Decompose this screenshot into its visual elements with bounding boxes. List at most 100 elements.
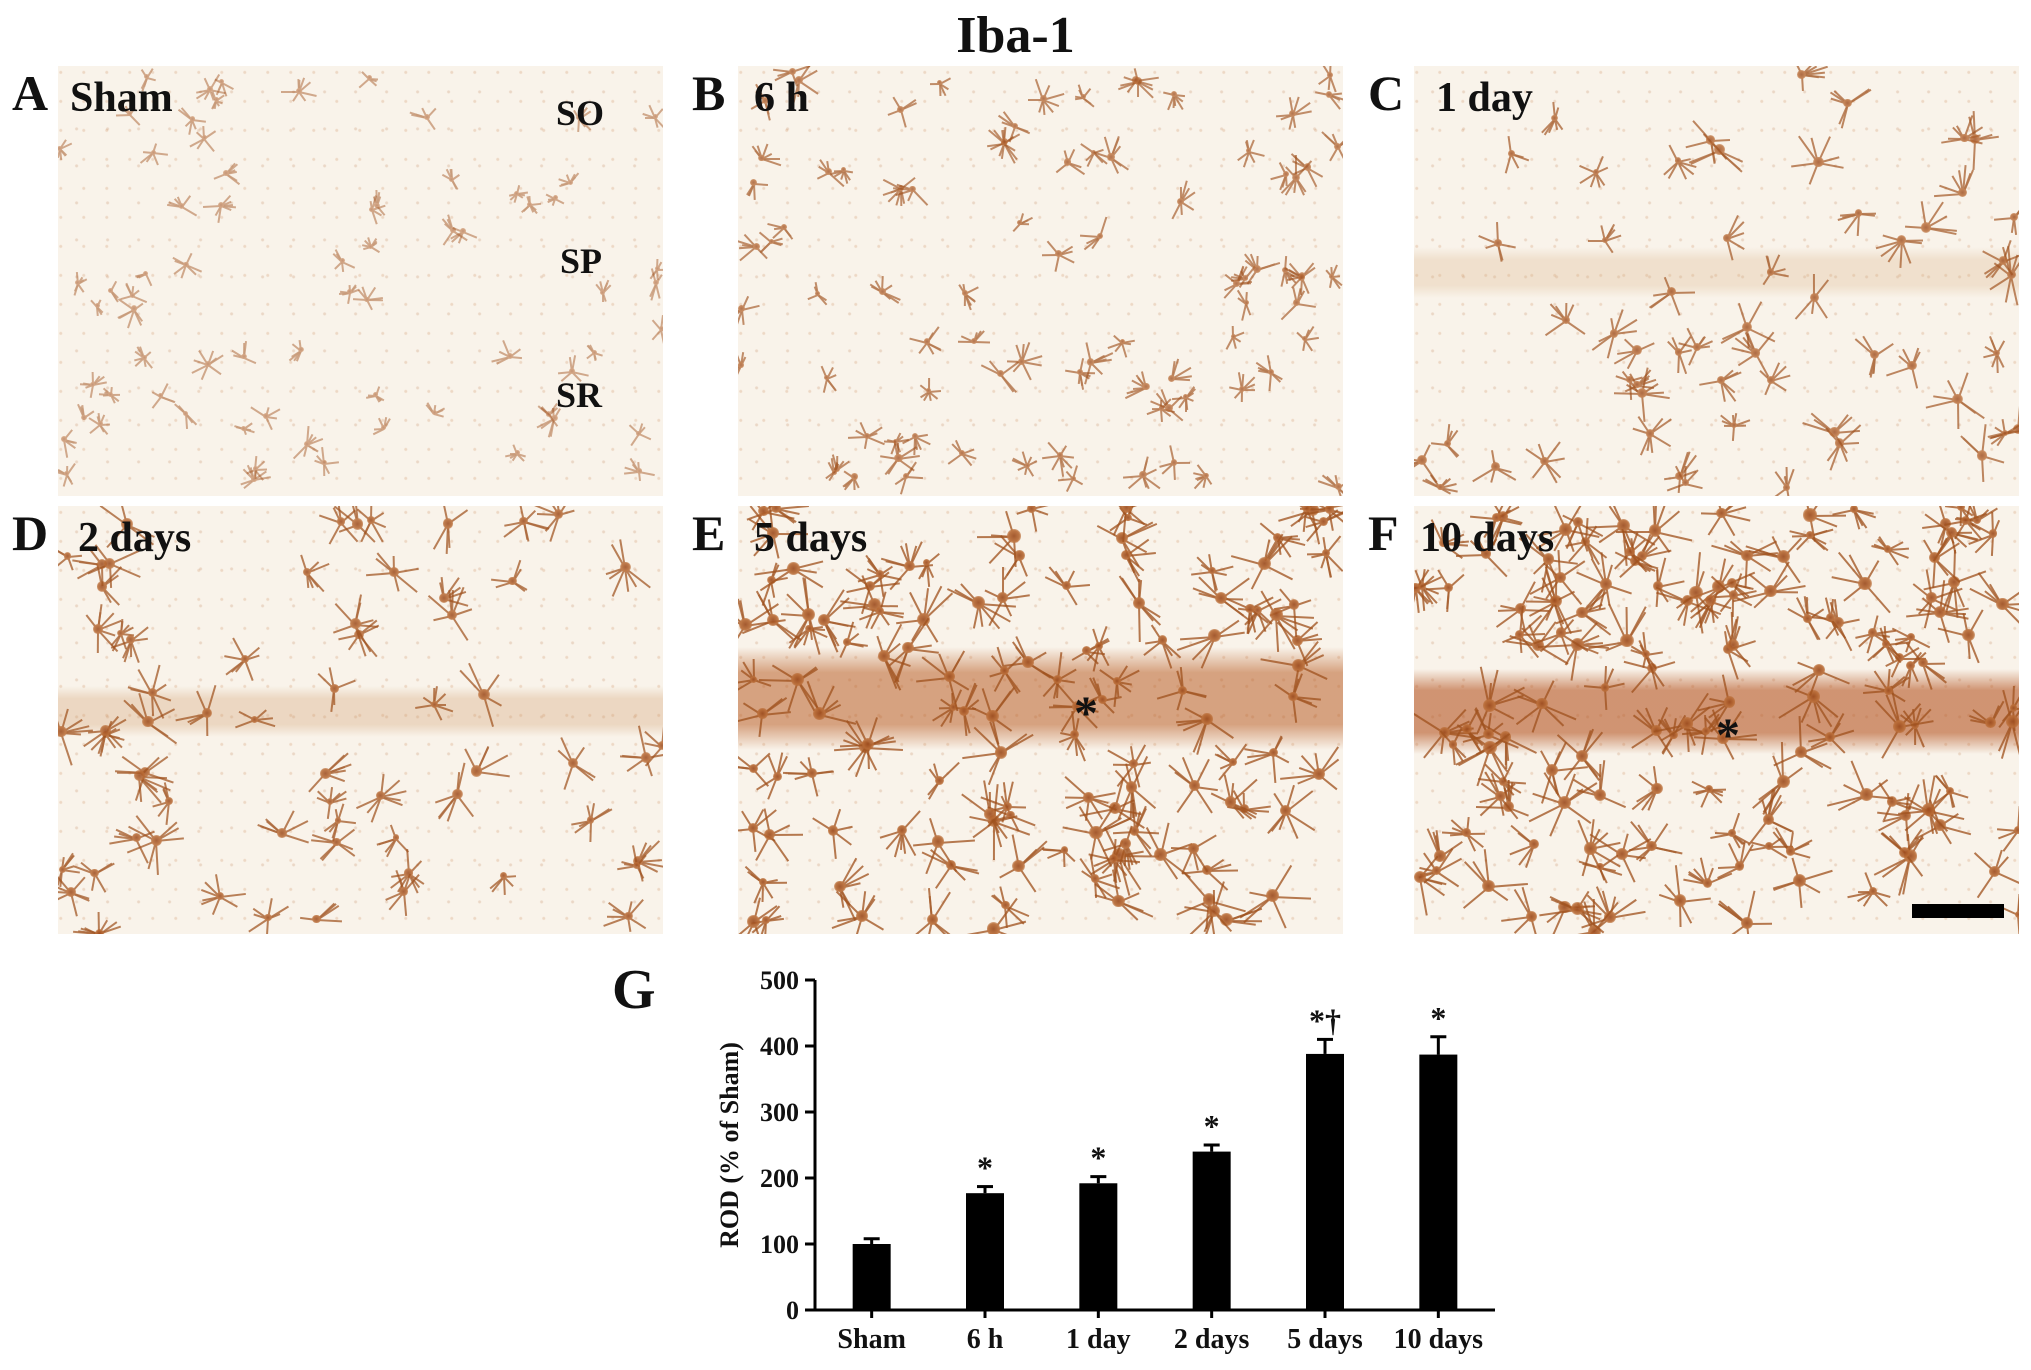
microglia-cell [1831,506,1876,531]
microglia-cell [1961,693,2019,753]
microglia-cell [842,557,901,614]
microglia-cell [1932,599,2004,671]
microglia-cell [1849,329,1901,381]
microglia-cell [1455,523,1516,584]
microglia-cell [1280,738,1343,809]
microglia-cell [544,187,566,209]
microglia-cell [1225,371,1259,406]
microglia-cell [1804,591,1858,645]
significance-marker: * [1090,1140,1106,1176]
microglia-cell [206,90,226,110]
microglia-cell [325,506,391,557]
microglia-cell [738,802,803,868]
microglia-cell [1747,742,1820,818]
microglia-cell [1146,385,1192,431]
microglia-cell [361,236,381,256]
microglia-cell [803,280,831,308]
microglia-cell [97,277,124,304]
microglia-cell [738,289,761,329]
microglia-cell [1713,839,1767,893]
microglia-cell [858,589,904,634]
layer-label-so: SO [556,93,605,133]
microglia-cell [1777,66,1828,100]
microglia-cell [116,291,152,328]
microglia-cell [1060,624,1113,677]
microglia-cell [171,249,203,280]
microglia-cell [1873,632,1926,684]
microglia-cell [989,525,1050,586]
microglia-cell [603,892,652,934]
microglia-cell [1863,772,1921,830]
microglia-cell [555,354,590,389]
microglia-cell [79,371,108,399]
microglia-cell [958,780,1023,847]
microglia-cell [310,818,361,867]
microglia-cell [873,801,931,859]
microglia-cell [1919,506,1983,564]
microglia-cell [875,434,922,481]
microglia-cell [1311,76,1343,113]
marker-asterisk-e: * [1074,687,1098,740]
microglia-cell [766,210,800,243]
microglia-cell [1099,754,1164,820]
microglia-cell [1891,772,1966,847]
microglia-cell [445,739,510,803]
microglia-cell [1767,467,1805,496]
microglia-cell [383,847,435,899]
microglia-cell [1887,613,1935,661]
microglia-cell [338,281,360,304]
microglia-cell [1157,77,1191,111]
microglia-cell [897,418,933,455]
figure-title: Iba-1 [956,7,1075,64]
microglia-cell [906,542,948,587]
microglia-cell [1965,567,2019,641]
microglia-cell [58,135,73,163]
microglia-cell [1802,401,1866,463]
microglia-cell [1260,629,1335,702]
microglia-cell [962,717,1037,789]
microglia-cell [532,506,586,542]
microglia-cell [624,456,656,486]
microglia-cell [1041,560,1092,611]
microglia-cell [616,726,663,788]
microglia-cell [58,535,88,576]
microglia-cell [916,643,983,712]
microglia-cell [1476,221,1521,266]
microglia-cell [1114,66,1159,102]
microglia-cell [1506,816,1563,873]
microglia-cell [1471,766,1530,825]
microglia-cell [921,835,981,894]
microglia-cell [1875,784,1936,846]
microglia-cell [1789,272,1840,323]
microglia-cell [1254,354,1289,391]
microglia-cell [1717,408,1751,442]
microglia-cell [1977,686,2019,759]
microglia-cell [901,887,964,934]
microglia-cell [1788,131,1849,192]
microglia-cell [624,418,653,447]
microglia-cell [738,349,757,381]
microglia-cell [1806,591,1869,654]
microglia-cell [1515,526,1581,593]
scale-bar [1912,904,2004,918]
microglia-cell [1503,611,1571,679]
microglia-cell [1124,818,1197,891]
microglia-cell [1885,639,1937,691]
microglia-cell [1125,366,1167,408]
microglia-cell [945,436,979,470]
microglia-cell [1123,454,1164,495]
microglia-cell [309,664,359,714]
microglia-cell [1152,358,1193,398]
microglia-cell [1311,66,1343,93]
microglia-cell [738,883,792,934]
significance-marker: *† [1309,1002,1341,1038]
microglia-cell [931,685,977,729]
microglia-cell [177,104,208,136]
micrograph-panel-e [738,506,1343,934]
microglia-cell [415,686,454,724]
microglia-cell [365,385,386,405]
microglia-cell [1901,567,1963,628]
microglia-cell [1219,322,1248,351]
microglia-cell [1580,662,1630,712]
microglia-cell [813,364,841,393]
